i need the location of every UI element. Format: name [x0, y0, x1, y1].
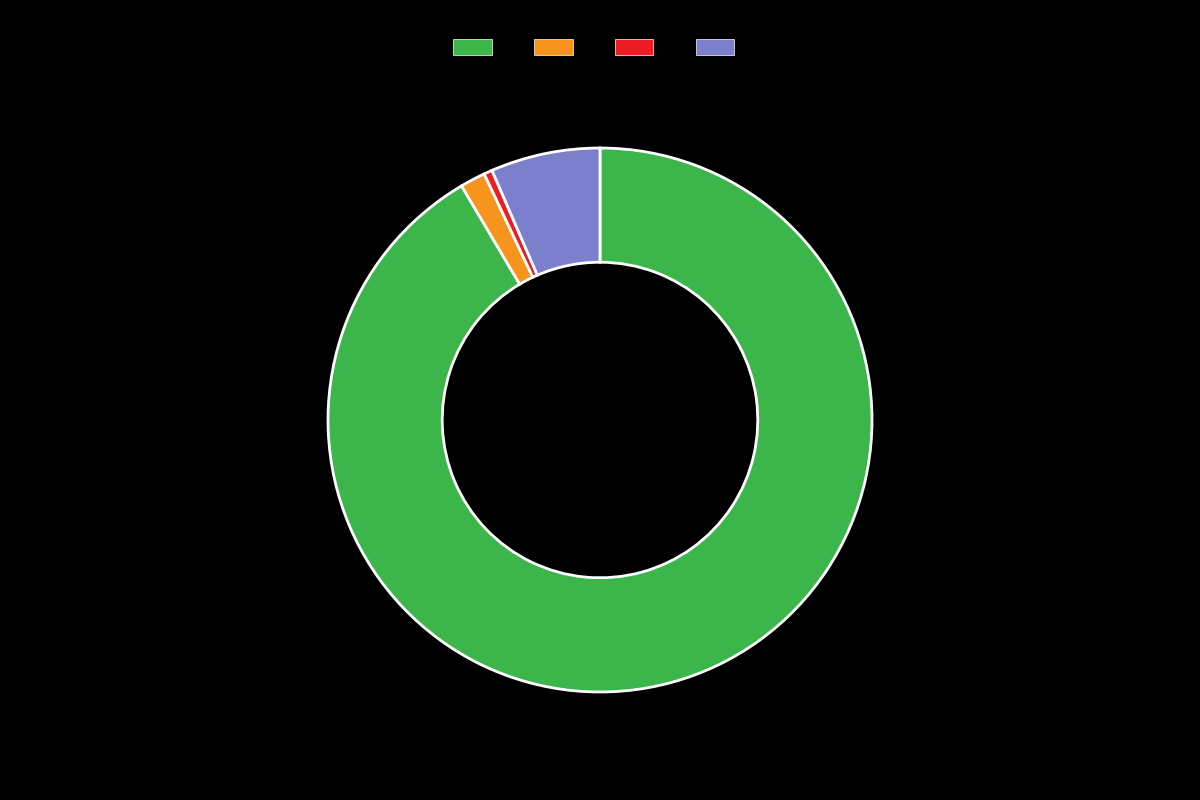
Wedge shape: [462, 174, 533, 284]
Wedge shape: [484, 170, 538, 278]
Wedge shape: [328, 148, 872, 692]
Wedge shape: [492, 148, 600, 275]
Legend: , , , : , , ,: [448, 34, 752, 62]
